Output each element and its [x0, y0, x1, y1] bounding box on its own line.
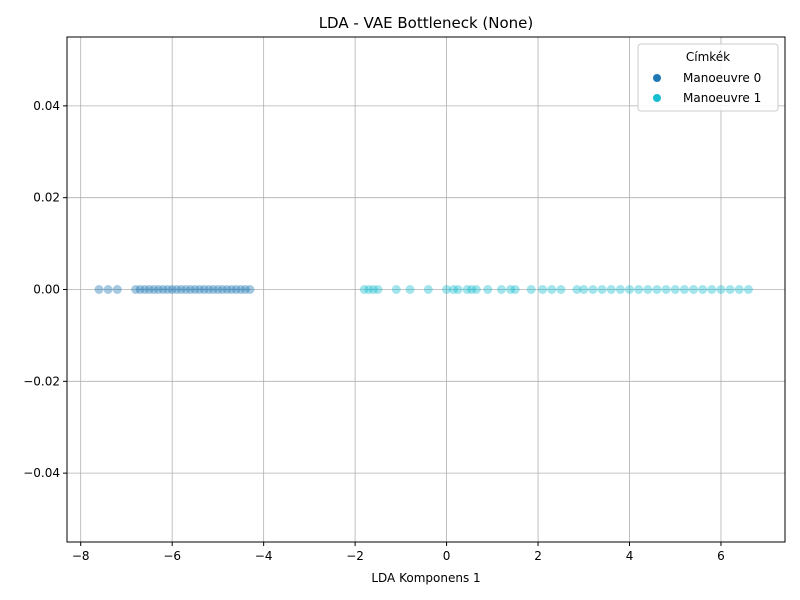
y-tick-label: 0.02 — [33, 191, 60, 205]
data-point-manoeuvre-1 — [423, 285, 433, 294]
legend-marker-manoeuvre-0 — [653, 74, 661, 82]
data-point-manoeuvre-0 — [227, 285, 237, 294]
data-point-manoeuvre-1 — [689, 285, 699, 294]
data-point-manoeuvre-0 — [112, 285, 122, 294]
data-point-manoeuvre-0 — [217, 285, 227, 294]
data-point-manoeuvre-1 — [572, 285, 582, 294]
data-point-manoeuvre-1 — [373, 285, 383, 294]
data-point-manoeuvre-0 — [131, 285, 141, 294]
data-point-manoeuvre-1 — [597, 285, 607, 294]
y-tick-label: 0.04 — [33, 99, 60, 113]
x-axis-label: LDA Komponens 1 — [371, 571, 480, 585]
data-point-manoeuvre-0 — [199, 285, 209, 294]
data-point-manoeuvre-1 — [364, 285, 374, 294]
data-point-manoeuvre-0 — [149, 285, 159, 294]
x-axis-ticks: −8 −6 −4 −2 0 2 4 6 — [72, 542, 725, 563]
data-point-manoeuvre-1 — [526, 285, 536, 294]
data-point-manoeuvre-0 — [222, 285, 232, 294]
data-point-manoeuvre-1 — [625, 285, 635, 294]
data-point-manoeuvre-1 — [391, 285, 401, 294]
data-points — [94, 285, 753, 294]
data-point-manoeuvre-1 — [707, 285, 717, 294]
data-point-manoeuvre-0 — [144, 285, 154, 294]
x-tick-label: −6 — [163, 549, 181, 563]
data-point-manoeuvre-1 — [462, 285, 472, 294]
data-point-manoeuvre-0 — [245, 285, 255, 294]
data-point-manoeuvre-1 — [368, 285, 378, 294]
y-tick-label: −0.04 — [23, 466, 60, 480]
data-point-manoeuvre-1 — [606, 285, 616, 294]
data-point-manoeuvre-1 — [506, 285, 516, 294]
data-point-manoeuvre-1 — [579, 285, 589, 294]
data-point-manoeuvre-0 — [213, 285, 223, 294]
y-axis-ticks: −0.04 −0.02 0.00 0.02 0.04 — [23, 99, 67, 480]
legend-label-manoeuvre-1: Manoeuvre 1 — [683, 91, 761, 105]
data-point-manoeuvre-0 — [163, 285, 173, 294]
data-point-manoeuvre-1 — [734, 285, 744, 294]
data-point-manoeuvre-1 — [716, 285, 726, 294]
data-point-manoeuvre-1 — [547, 285, 557, 294]
data-point-manoeuvre-1 — [467, 285, 477, 294]
data-point-manoeuvre-1 — [538, 285, 548, 294]
x-tick-label: −4 — [255, 549, 273, 563]
data-point-manoeuvre-1 — [743, 285, 753, 294]
legend-marker-manoeuvre-1 — [653, 94, 661, 102]
legend-label-manoeuvre-0: Manoeuvre 0 — [683, 71, 761, 85]
legend: Címkék Manoeuvre 0 Manoeuvre 1 — [637, 43, 779, 112]
grid-lines — [67, 37, 785, 542]
data-point-manoeuvre-0 — [190, 285, 200, 294]
data-point-manoeuvre-0 — [231, 285, 241, 294]
x-tick-label: 4 — [626, 549, 634, 563]
x-tick-label: 0 — [443, 549, 451, 563]
data-point-manoeuvre-0 — [153, 285, 163, 294]
x-tick-label: −8 — [72, 549, 90, 563]
data-point-manoeuvre-0 — [236, 285, 246, 294]
legend-title: Címkék — [686, 50, 730, 64]
data-point-manoeuvre-1 — [510, 285, 520, 294]
data-point-manoeuvre-1 — [679, 285, 689, 294]
data-point-manoeuvre-1 — [588, 285, 598, 294]
data-point-manoeuvre-0 — [195, 285, 205, 294]
data-point-manoeuvre-0 — [172, 285, 182, 294]
data-point-manoeuvre-1 — [471, 285, 481, 294]
data-point-manoeuvre-1 — [634, 285, 644, 294]
data-point-manoeuvre-1 — [453, 285, 463, 294]
data-point-manoeuvre-1 — [661, 285, 671, 294]
data-point-manoeuvre-0 — [204, 285, 214, 294]
x-tick-label: 2 — [534, 549, 542, 563]
data-point-manoeuvre-1 — [405, 285, 415, 294]
data-point-manoeuvre-0 — [208, 285, 218, 294]
data-point-manoeuvre-1 — [652, 285, 662, 294]
data-point-manoeuvre-0 — [158, 285, 168, 294]
data-point-manoeuvre-1 — [643, 285, 653, 294]
legend-box — [637, 43, 779, 112]
data-point-manoeuvre-1 — [725, 285, 735, 294]
data-point-manoeuvre-0 — [185, 285, 195, 294]
data-point-manoeuvre-1 — [359, 285, 369, 294]
x-tick-label: −2 — [346, 549, 364, 563]
data-point-manoeuvre-0 — [181, 285, 191, 294]
data-point-manoeuvre-0 — [103, 285, 113, 294]
data-point-manoeuvre-0 — [176, 285, 186, 294]
data-point-manoeuvre-0 — [240, 285, 250, 294]
data-point-manoeuvre-0 — [135, 285, 145, 294]
data-point-manoeuvre-0 — [140, 285, 150, 294]
data-point-manoeuvre-1 — [698, 285, 708, 294]
data-point-manoeuvre-1 — [483, 285, 493, 294]
data-point-manoeuvre-1 — [615, 285, 625, 294]
data-point-manoeuvre-1 — [448, 285, 458, 294]
data-point-manoeuvre-1 — [556, 285, 566, 294]
y-tick-label: −0.02 — [23, 374, 60, 388]
chart-title: LDA - VAE Bottleneck (None) — [319, 14, 534, 32]
data-point-manoeuvre-0 — [167, 285, 177, 294]
data-point-manoeuvre-1 — [670, 285, 680, 294]
data-point-manoeuvre-1 — [442, 285, 452, 294]
data-point-manoeuvre-0 — [94, 285, 104, 294]
x-tick-label: 6 — [717, 549, 725, 563]
data-point-manoeuvre-1 — [496, 285, 506, 294]
y-tick-label: 0.00 — [33, 283, 60, 297]
